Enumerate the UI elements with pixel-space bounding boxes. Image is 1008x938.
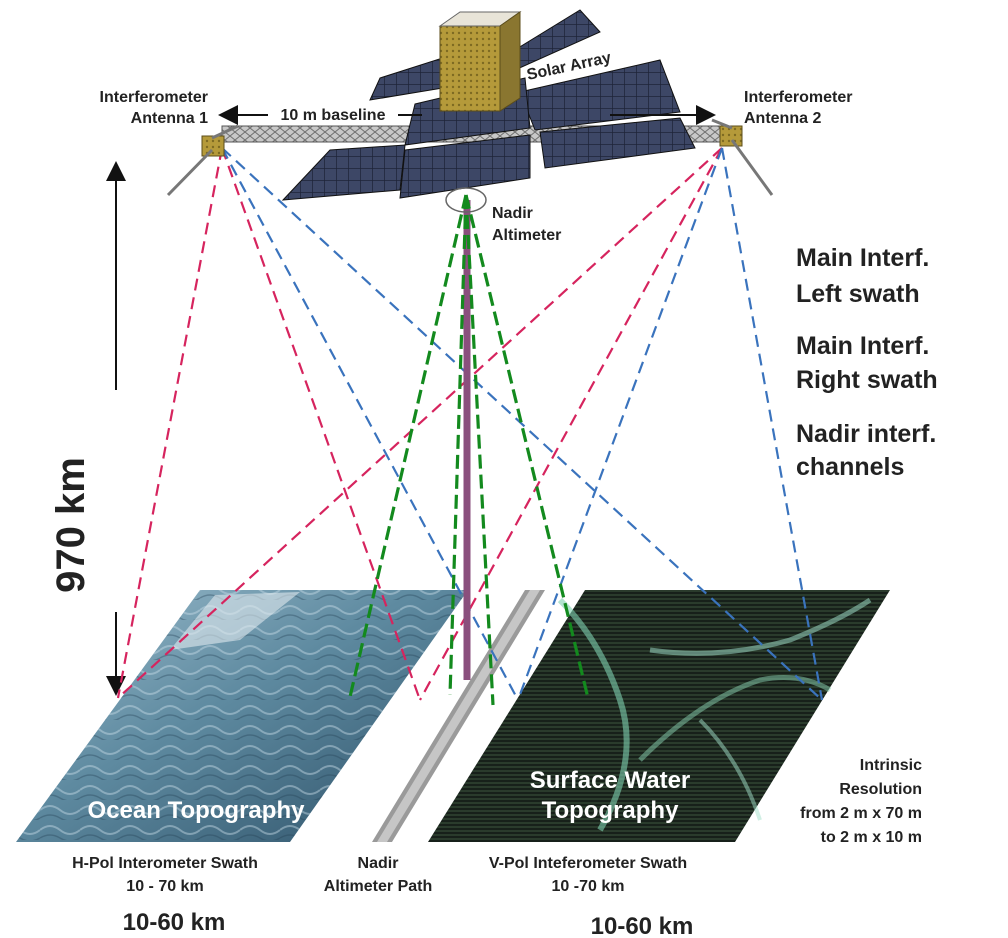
- resolution-line4: to 2 m x 10 m: [821, 829, 922, 846]
- vpol-caption-line1: V-Pol Inteferometer Swath: [489, 855, 687, 872]
- resolution-line1: Intrinsic: [860, 757, 922, 774]
- legend-right-swath-line1: Main Interf.: [796, 332, 929, 360]
- surface-water-title-line1: Surface Water: [530, 767, 691, 794]
- satellite: [166, 9, 774, 213]
- antenna-1: [166, 124, 239, 197]
- hpol-caption-line1: H-Pol Interometer Swath: [72, 855, 258, 872]
- antenna-2-label-line2: Antenna 2: [744, 110, 821, 127]
- surface-water-title-line2: Topography: [542, 797, 680, 824]
- legend: Main Interf. Left swath Main Interf. Rig…: [796, 244, 938, 481]
- antenna-2: [711, 118, 774, 196]
- altitude-label: 970 km: [49, 457, 93, 593]
- nadir-altimeter-path-strip: [372, 590, 545, 842]
- antenna-2-label-line1: Interferometer: [744, 89, 852, 106]
- surface-water-swath-image: [428, 590, 890, 842]
- nadir-interferometer-channels: [348, 194, 590, 706]
- resolution-line2: Resolution: [839, 781, 922, 798]
- resolution-note: Intrinsic Resolution from 2 m x 70 m to …: [800, 757, 922, 846]
- resolution-line3: from 2 m x 70 m: [800, 805, 922, 822]
- antenna-1-label-line2: Antenna 1: [131, 110, 208, 127]
- legend-left-swath-line1: Main Interf.: [796, 244, 929, 272]
- spacecraft-bus: [438, 11, 522, 112]
- legend-nadir-channels-line2: channels: [796, 453, 904, 481]
- nadir-altimeter-label-line1: Nadir: [492, 205, 533, 222]
- ocean-swath-image: [16, 590, 468, 842]
- left-swath-width: 10-60 km: [123, 909, 226, 936]
- legend-nadir-channels-line1: Nadir interf.: [796, 420, 936, 448]
- solar-array: [281, 9, 696, 201]
- nadir-path-caption-line2: Altimeter Path: [324, 878, 432, 895]
- hpol-caption-line2: 10 - 70 km: [126, 878, 203, 895]
- nadir-altimeter-dish: [445, 187, 487, 213]
- baseline-label: 10 m baseline: [281, 107, 386, 124]
- legend-right-swath-line2: Right swath: [796, 366, 938, 394]
- ocean-topography-title: Ocean Topography: [88, 797, 306, 824]
- right-swath-width: 10-60 km: [591, 913, 694, 938]
- nadir-path-caption-line1: Nadir: [358, 855, 399, 872]
- antenna-1-label-line1: Interferometer: [100, 89, 208, 106]
- vpol-caption-line2: 10 -70 km: [552, 878, 625, 895]
- legend-left-swath-line2: Left swath: [796, 280, 920, 308]
- nadir-altimeter-label-line2: Altimeter: [492, 227, 561, 244]
